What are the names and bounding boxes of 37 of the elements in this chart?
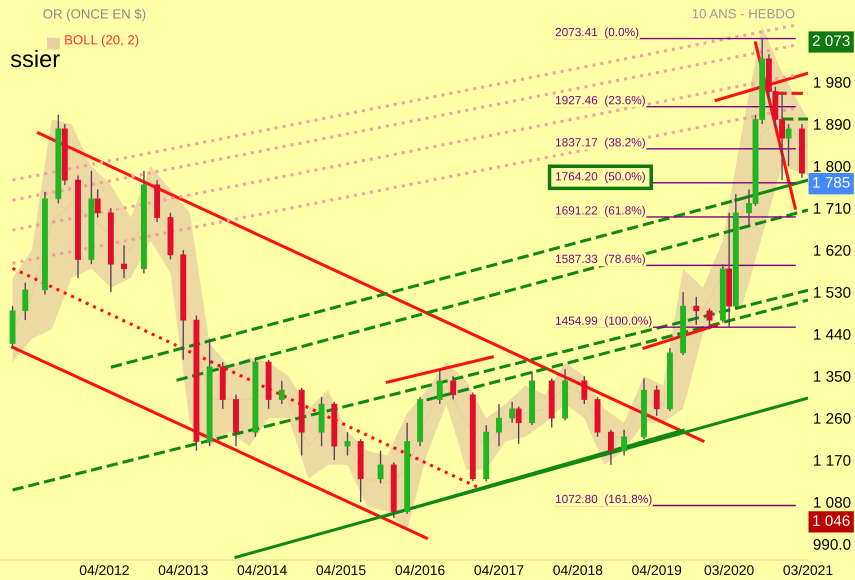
y-tick-label: 1 260 — [814, 413, 850, 424]
ref-line-label: 1764.20 (50.0%) — [556, 172, 645, 183]
x-tick-label: 04/2012 — [80, 564, 129, 576]
text: 10 ANS - HEBDO — [692, 9, 795, 18]
x-tick-label: 04/2016 — [396, 564, 445, 576]
ref-line-label: 1587.33 (78.6%) — [556, 254, 645, 266]
y-tick-label: 1 080 — [814, 497, 850, 508]
ref-line-label: 1927.46 (23.6%) — [556, 96, 645, 107]
y-tick-label: 1 710 — [814, 203, 850, 214]
x-tick-label: 03/2020 — [704, 564, 754, 576]
y-tick-label: 1 800 — [814, 161, 850, 172]
text: OR (ONCE EN $) — [43, 8, 146, 22]
y-tick-label: 1 170 — [814, 455, 850, 466]
y-tick-label: 1 440 — [814, 329, 850, 340]
ref-line-label: 1837.17 (38.2%) — [556, 138, 645, 149]
x-tick-label: 03/2021 — [783, 564, 832, 576]
x-tick-label: 04/2019 — [632, 564, 682, 576]
x-tick-label: 04/2018 — [553, 564, 602, 576]
x-tick-label: 04/2017 — [474, 564, 524, 576]
text: 2 073 — [812, 35, 850, 46]
ref-line-label: 1072.80 (161.8%) — [556, 494, 652, 506]
x-tick-label: 04/2014 — [238, 564, 287, 576]
y-tick-label: 1 980 — [814, 77, 850, 88]
x-tick-label: 04/2015 — [316, 564, 366, 576]
x-tick-label: 04/2013 — [158, 564, 208, 576]
y-tick-label: 1 620 — [814, 245, 850, 256]
y-tick-label: 990.0 — [814, 539, 850, 550]
legend-label: BOLL (20, 2) — [65, 34, 138, 48]
annotation: ssier — [10, 50, 60, 68]
text: 1 046 — [813, 515, 850, 526]
ref-line-label: 1691.22 (61.8%) — [556, 206, 645, 217]
text: 1 785 — [813, 176, 850, 188]
y-tick-label: 1 530 — [814, 287, 850, 298]
ref-line-label: 2073.41 (0.0%) — [556, 28, 638, 39]
ref-line-label: 1454.99 (100.0%) — [556, 316, 652, 328]
y-tick-label: 1 890 — [814, 119, 850, 130]
y-tick-label: 1 350 — [814, 371, 850, 382]
